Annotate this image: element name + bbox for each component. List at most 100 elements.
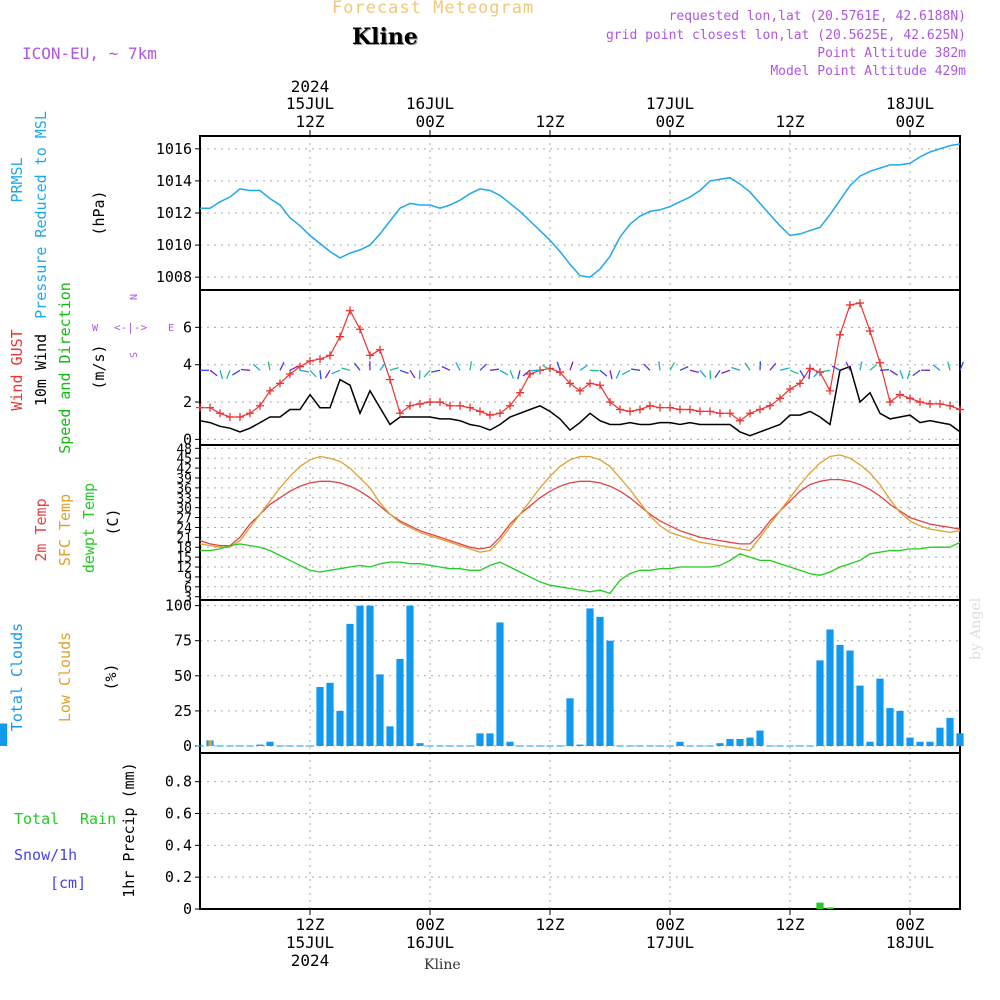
gust-marker	[506, 401, 514, 410]
gust-line	[200, 302, 961, 422]
gust-marker	[606, 398, 614, 407]
wind-direction-arrow	[845, 361, 851, 371]
total-cloud-bar	[326, 682, 334, 746]
y-tick-label: 36	[176, 482, 192, 497]
y-tick-label: 1010	[156, 236, 192, 254]
wind-direction-arrow	[769, 362, 777, 371]
wind10m-label: 10m Wind	[32, 334, 50, 406]
total-cloud-bar	[346, 623, 354, 746]
y-tick-label: 21	[176, 531, 192, 546]
gust-marker	[396, 409, 404, 418]
time-label-year: 2024	[291, 77, 330, 96]
chart-title: Forecast Meteogram	[332, 0, 535, 18]
total-cloud-bar	[896, 710, 904, 746]
dewpt-line	[200, 541, 961, 595]
wind-direction-arrow	[379, 362, 386, 371]
snow-label: Snow/1h	[14, 846, 77, 864]
wind-direction-arrow	[226, 370, 231, 379]
gust-marker	[586, 379, 594, 388]
gust-marker	[686, 405, 694, 414]
gust-marker	[476, 407, 484, 416]
wind-direction-arrow	[455, 362, 461, 371]
gust-marker	[276, 379, 284, 388]
compass-north: N	[129, 294, 140, 300]
time-label-date: 15JUL	[286, 933, 334, 952]
total-cloud-bar	[956, 733, 964, 746]
compass-arrows: <-|->	[114, 321, 147, 334]
total-cloud-bar	[266, 741, 274, 746]
y-tick-label: 0.2	[165, 868, 192, 886]
precip-unit: 1hr Precip (mm)	[120, 762, 138, 897]
total-cloud-bar	[406, 605, 414, 746]
gust-marker	[716, 409, 724, 418]
time-label-hour: 00Z	[416, 915, 445, 934]
station-name: Kline	[352, 24, 418, 50]
gust-marker	[576, 386, 584, 395]
gust-marker	[426, 398, 434, 407]
y-tick-label: 42	[176, 462, 192, 477]
gust-marker	[896, 390, 904, 399]
time-label-date: 18JUL	[886, 94, 934, 113]
wind-direction-arrow	[714, 369, 721, 379]
compass-south: S	[129, 352, 140, 358]
y-tick-label: 0.6	[165, 804, 192, 822]
y-tick-label: 9	[184, 571, 192, 586]
wind-direction-arrow	[947, 361, 951, 371]
wind-direction-arrow	[731, 366, 741, 371]
total-cloud-bar	[396, 658, 404, 746]
footer-station: Kline	[424, 957, 461, 973]
panel-frame	[199, 599, 961, 754]
gust-marker	[926, 399, 934, 408]
wind-direction-arrow	[643, 363, 651, 371]
gust-marker	[846, 300, 854, 309]
gust-marker	[776, 394, 784, 403]
wind-direction-arrow	[389, 367, 399, 371]
gust-marker	[406, 401, 414, 410]
y-tick-label: 2	[183, 393, 192, 411]
gust-marker	[236, 412, 244, 421]
wind-direction-arrow	[418, 370, 421, 380]
time-label-date: 17JUL	[646, 94, 694, 113]
y-tick-label: 27	[176, 512, 192, 527]
gust-marker	[486, 411, 494, 420]
dewpt-label: dewpt Temp	[80, 483, 98, 573]
wind-direction-arrow	[219, 370, 224, 380]
wind-direction-arrow	[232, 369, 241, 376]
total-cloud-bar	[676, 741, 684, 746]
gust-marker	[566, 379, 574, 388]
y-tick-label: 4	[183, 356, 192, 374]
wind-direction-arrow	[309, 369, 317, 378]
wind-direction-arrow	[556, 361, 561, 371]
wind-direction-arrow	[324, 369, 331, 379]
total-cloud-bar	[386, 726, 394, 746]
sfc-temp-line	[199, 454, 961, 553]
y-tick-label: 12	[176, 561, 192, 576]
wind-direction-arrow	[679, 366, 689, 371]
time-label-hour: 00Z	[656, 915, 685, 934]
y-tick-label: 0	[183, 430, 192, 448]
gust-marker	[416, 399, 424, 408]
total-cloud-bar	[356, 605, 364, 746]
y-tick-label: 0.4	[165, 836, 192, 854]
requested-coords: requested lon,lat (20.5761E, 42.6188N)	[668, 9, 966, 24]
gust-marker	[636, 405, 644, 414]
y-tick-label: 0	[183, 737, 192, 755]
model-altitude: Model Point Altitude 429m	[770, 64, 966, 79]
total-cloud-bar	[576, 744, 584, 746]
gust-marker	[866, 327, 874, 336]
wind-direction-arrow	[869, 363, 878, 371]
total-cloud-bar	[946, 717, 954, 746]
wind-direction-arrow	[469, 361, 473, 371]
total-cloud-bar	[756, 730, 764, 746]
total-cloud-bar	[376, 674, 384, 746]
wind-direction-arrow	[831, 365, 841, 371]
wind-direction-arrow	[630, 368, 641, 371]
gust-marker	[826, 386, 834, 395]
sfc-temp-label: SFC Temp	[56, 494, 74, 566]
total-cloud-bar	[736, 738, 744, 746]
total-cloud-bar	[846, 650, 854, 746]
wind-direction-arrow	[615, 370, 621, 379]
gust-marker	[756, 405, 764, 414]
wind-direction-arrow	[721, 369, 731, 374]
